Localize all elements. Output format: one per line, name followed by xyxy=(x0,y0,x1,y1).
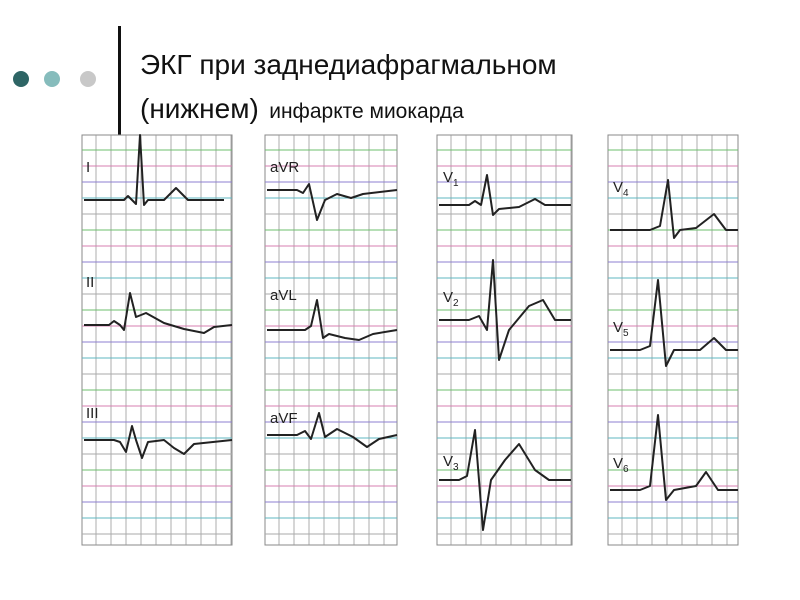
lead-label: V5 xyxy=(613,319,629,339)
lead-label: aVF xyxy=(270,410,298,427)
ecg-trace xyxy=(84,134,224,206)
lead-name: aVR xyxy=(270,159,299,176)
panel xyxy=(436,134,573,546)
title: ЭКГ при заднедиафрагмальном xyxy=(140,49,557,80)
divider xyxy=(118,26,121,136)
lead-name: I xyxy=(86,159,90,176)
ecg-trace xyxy=(267,183,398,221)
lead-label: V1 xyxy=(443,169,459,189)
ecg-trace xyxy=(267,412,398,448)
lead-sub: 2 xyxy=(453,298,459,309)
lead-label: aVL xyxy=(270,287,297,304)
ecg-trace xyxy=(84,292,233,334)
lead-name: aVL xyxy=(270,287,297,304)
lead-name: aVF xyxy=(270,410,298,427)
ecg-trace xyxy=(84,425,233,459)
lead-label: V4 xyxy=(613,179,629,199)
lead-name: V xyxy=(443,289,453,306)
panel xyxy=(264,134,398,546)
ecg-trace xyxy=(439,259,571,361)
ecg-trace xyxy=(439,429,571,531)
dot xyxy=(80,71,96,87)
title: (нижнем) инфаркте миокарда xyxy=(140,93,464,124)
lead-sub: 1 xyxy=(453,178,459,189)
lead-label: III xyxy=(86,405,99,422)
lead-sub: 6 xyxy=(623,464,629,475)
ecg-trace xyxy=(439,174,571,216)
lead-name: V xyxy=(613,455,623,472)
ecg-trace xyxy=(610,279,738,367)
lead-name: V xyxy=(443,453,453,470)
title-part: инфаркте миокарда xyxy=(269,100,464,123)
dot xyxy=(44,71,60,87)
lead-name: V xyxy=(613,319,623,336)
lead-sub: 4 xyxy=(623,188,629,199)
lead-name: III xyxy=(86,405,99,422)
lead-name: II xyxy=(86,274,94,291)
lead-label: V2 xyxy=(443,289,459,309)
lead-label: V6 xyxy=(613,455,629,475)
ecg-trace xyxy=(267,299,398,341)
lead-label: I xyxy=(86,159,90,176)
ecg-trace xyxy=(610,414,738,501)
panel xyxy=(81,134,233,546)
lead-sub: 5 xyxy=(623,328,629,339)
lead-label: V3 xyxy=(443,453,459,473)
lead-name: V xyxy=(613,179,623,196)
lead-label: aVR xyxy=(270,159,299,176)
lead-label: II xyxy=(86,274,94,291)
title-part: (нижнем) xyxy=(140,93,259,124)
lead-name: V xyxy=(443,169,453,186)
ecg-trace xyxy=(610,179,738,239)
lead-sub: 3 xyxy=(453,462,459,473)
dot xyxy=(13,71,29,87)
